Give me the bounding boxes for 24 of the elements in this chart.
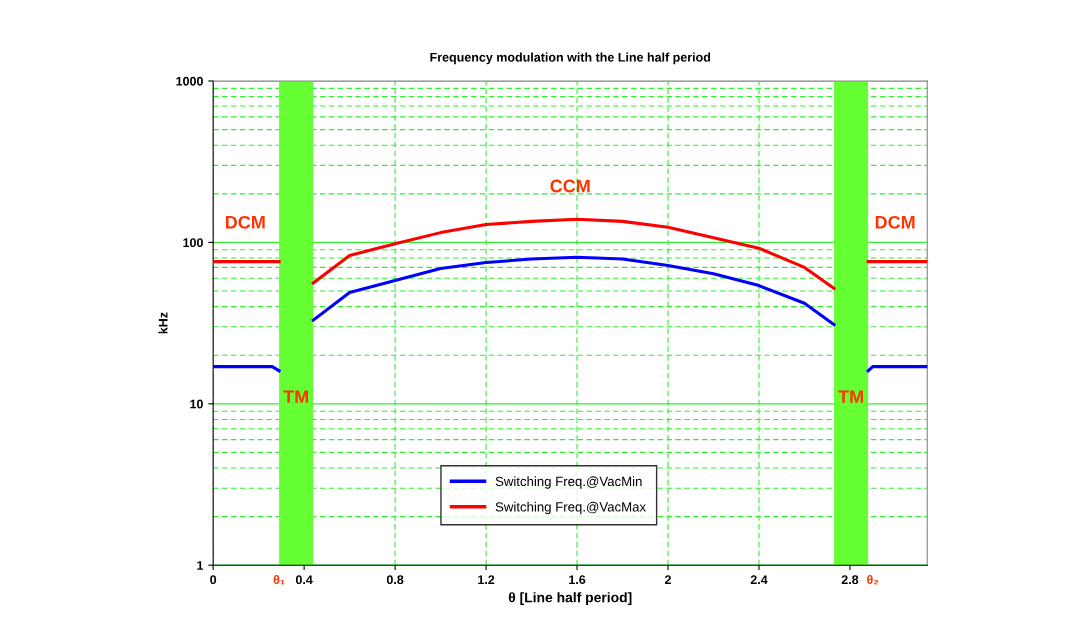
annotation: DCM	[875, 215, 915, 229]
legend-label: Switching Freq.@VacMin	[495, 476, 642, 489]
x-tick-label: θ₂	[867, 574, 879, 585]
y-tick-label: 1000	[176, 76, 203, 86]
chart-title: Frequency modulation with the Line half period	[430, 52, 711, 65]
x-tick-label: 1.2	[478, 575, 495, 584]
annotation: DCM	[225, 215, 265, 229]
annotation: CCM	[550, 179, 590, 193]
y-tick-label: 1	[197, 561, 204, 570]
x-tick-label: 0.8	[386, 575, 404, 585]
y-axis-title: kHz	[158, 312, 168, 334]
y-tick-label: 100	[183, 238, 203, 248]
x-tick-label: 2.8	[841, 575, 859, 585]
band-label: TM	[283, 390, 308, 403]
x-tick-label: θ₁	[273, 574, 285, 585]
x-tick-label: 2.4	[750, 575, 768, 584]
y-tick-label: 10	[190, 399, 203, 409]
band-label: TM	[838, 390, 863, 403]
legend-label: Switching Freq.@VacMax	[495, 501, 646, 515]
x-tick-label: 2	[664, 575, 671, 584]
x-tick-label: 0	[210, 575, 217, 585]
x-tick-label: 1.6	[569, 575, 586, 585]
x-tick-label: 0.4	[295, 575, 313, 585]
x-axis-title: θ [Line half period]	[508, 592, 632, 606]
